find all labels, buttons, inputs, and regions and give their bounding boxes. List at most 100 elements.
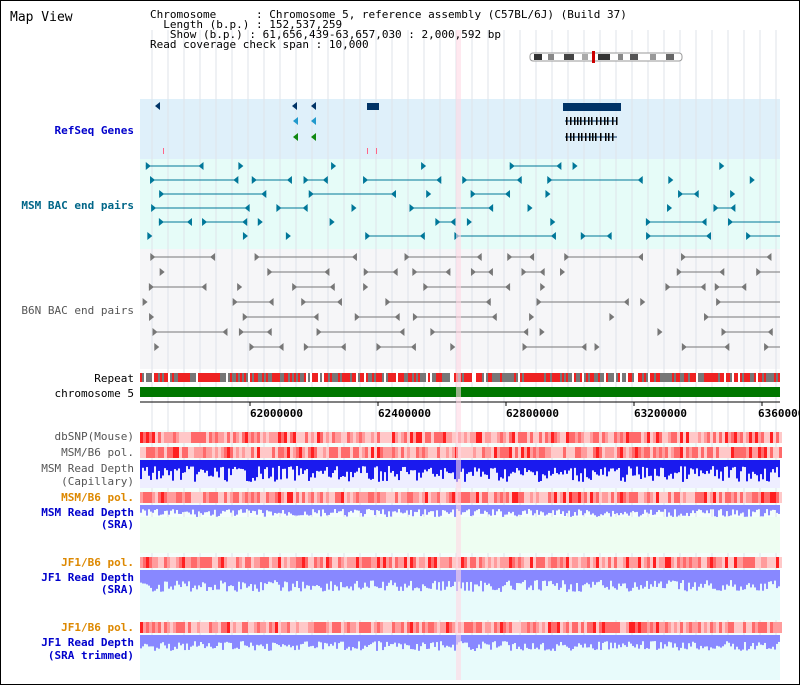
msm-b6-pol-2-cell <box>203 492 206 503</box>
b6n-bac-pair-arrow <box>363 283 369 291</box>
repeat-segment <box>268 373 270 382</box>
msm-bac-pair-arrow <box>719 162 725 170</box>
msm-depth-sra-bar <box>716 505 718 517</box>
msm-b6-pol-2-cell <box>749 492 752 503</box>
msm-depth-sra-bar <box>634 505 636 513</box>
jf1-b6-pol-2-cell <box>200 622 203 633</box>
dbsnp-cell <box>473 432 476 443</box>
msm-b6-pol-cell <box>719 447 722 458</box>
dbsnp-cell <box>302 432 305 443</box>
msm-b6-pol-cell <box>539 447 542 458</box>
dbsnp-cell <box>518 432 521 443</box>
jf1-b6-pol-2-cell <box>239 622 242 633</box>
jf1-depth-trim-bar <box>590 635 592 645</box>
jf1-b6-pol-cell <box>401 557 404 568</box>
msm-b6-pol-cell <box>689 447 692 458</box>
msm-depth-sra-bar <box>576 505 578 516</box>
msm-b6-pol-cell <box>338 447 341 458</box>
track-label-msm-bac[interactable]: MSM BAC end pairs <box>21 199 134 212</box>
dbsnp-cell <box>614 432 617 443</box>
repeat-segment <box>698 373 700 382</box>
repeat-segment <box>260 373 262 382</box>
jf1-b6-pol-2-cell <box>164 622 167 633</box>
dbsnp-cell <box>557 432 560 443</box>
msm-b6-pol-cell <box>254 447 257 458</box>
jf1-b6-pol-cell <box>620 557 623 568</box>
msm-depth-capillary-bar <box>288 460 290 467</box>
msm-depth-sra-bar <box>660 505 662 512</box>
jf1-depth-trim-bar <box>602 635 604 644</box>
repeat-segment <box>560 373 562 382</box>
jf1-b6-pol-cell <box>476 557 479 568</box>
dbsnp-cell <box>764 432 767 443</box>
jf1-depth-sra-bar <box>732 570 734 587</box>
jf1-depth-trim-bar <box>422 635 424 643</box>
repeat-segment <box>672 373 674 382</box>
repeat-segment <box>642 373 644 382</box>
msm-b6-pol-cell <box>410 447 413 458</box>
jf1-depth-sra-bar <box>260 570 262 583</box>
jf1-depth-sra-bar <box>474 570 476 585</box>
b6n-bac-pair-arrow <box>376 343 382 351</box>
msm-depth-sra-bar <box>520 505 522 515</box>
msm-b6-pol-2-cell <box>161 492 164 503</box>
jf1-b6-pol-cell <box>704 557 707 568</box>
jf1-depth-trim-bar <box>238 635 240 649</box>
msm-depth-sra-bar <box>510 505 512 514</box>
dbsnp-cell <box>194 432 197 443</box>
jf1-depth-sra-bar <box>444 570 446 590</box>
msm-depth-sra-bar <box>330 505 332 513</box>
jf1-depth-trim-bar <box>446 635 448 646</box>
msm-b6-pol-2-cell <box>773 492 776 503</box>
dbsnp-cell <box>776 432 779 443</box>
dbsnp-cell <box>668 432 671 443</box>
jf1-depth-sra-bar <box>384 570 386 591</box>
jf1-depth-sra-bar <box>480 570 482 581</box>
dbsnp-cell <box>722 432 725 443</box>
msm-b6-pol-cell <box>278 447 281 458</box>
jf1-depth-sra-bar <box>726 570 728 585</box>
jf1-depth-trim-bar <box>650 635 652 642</box>
track-label-refseq[interactable]: RefSeq Genes <box>54 124 134 137</box>
jf1-depth-trim-bar <box>372 635 374 643</box>
jf1-depth-trim-bar <box>232 635 234 650</box>
msm-depth-capillary-bar <box>604 460 606 468</box>
jf1-depth-trim-bar <box>248 635 250 648</box>
b6n-bac-pair-arrow <box>665 283 671 291</box>
b6n-bac-pair-arrow <box>159 268 165 276</box>
msm-depth-capillary-bar <box>162 460 164 476</box>
jf1-depth-trim-bar <box>754 635 756 650</box>
track-label-b6n-bac[interactable]: B6N BAC end pairs <box>21 304 134 317</box>
jf1-depth-trim-bar <box>426 635 428 650</box>
repeat-segment <box>372 373 374 382</box>
jf1-depth-sra-bar <box>210 570 212 588</box>
msm-depth-capillary-bar <box>310 460 312 478</box>
repeat-segment <box>462 373 464 382</box>
jf1-b6-pol-2-cell <box>668 622 671 633</box>
repeat-segment <box>244 373 246 382</box>
repeat-segment <box>148 373 150 382</box>
jf1-depth-trim-bar <box>494 635 496 642</box>
msm-depth-capillary-bar <box>434 460 436 477</box>
jf1-b6-pol-2-cell <box>182 622 185 633</box>
gene-exon <box>600 117 602 125</box>
repeat-segment <box>762 373 764 382</box>
msm-b6-pol-2-cell <box>290 492 293 503</box>
jf1-depth-trim-bar <box>210 635 212 647</box>
msm-depth-capillary-bar <box>642 460 644 467</box>
jf1-depth-sra-bar <box>562 570 564 581</box>
dbsnp-cell <box>758 432 761 443</box>
jf1-b6-pol-cell <box>695 557 698 568</box>
jf1-depth-trim-bar <box>220 635 222 643</box>
jf1-b6-pol-cell <box>776 557 779 568</box>
jf1-b6-pol-cell <box>278 557 281 568</box>
msm-bac-pair-arrow <box>637 176 643 184</box>
jf1-depth-sra-bar <box>186 570 188 587</box>
msm-b6-pol-cell <box>764 447 767 458</box>
b6n-bac-pair-arrow <box>700 283 706 291</box>
b6n-bac-pair-arrow <box>238 328 244 336</box>
repeat-segment <box>362 373 364 382</box>
msm-depth-capillary-bar <box>574 460 576 468</box>
msm-b6-pol-2-cell <box>716 492 719 503</box>
